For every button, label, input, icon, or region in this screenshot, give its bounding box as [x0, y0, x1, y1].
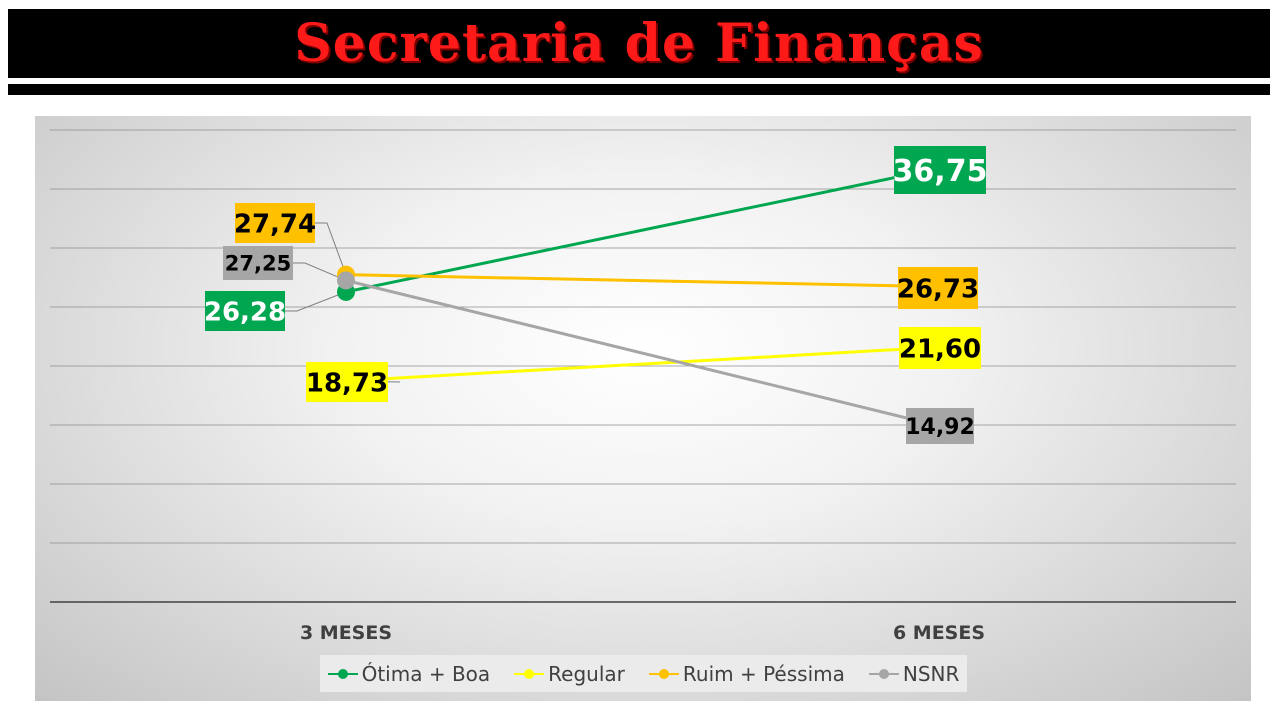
- legend-item: Regular: [514, 662, 625, 686]
- data-label-box: [223, 246, 293, 280]
- data-label: 26,73: [897, 274, 979, 304]
- chart-legend: Ótima + Boa Regular Ruim + Péssima NSNR: [320, 655, 967, 692]
- data-label-box: [899, 327, 981, 369]
- legend-marker-icon: [327, 668, 358, 680]
- series-line: [345, 166, 940, 294]
- leader-line: [315, 222, 347, 275]
- data-label: 18,73: [306, 368, 388, 398]
- legend-marker-icon: [648, 668, 679, 680]
- x-tick-label: 3 MESES: [300, 622, 392, 644]
- leader-line: [293, 262, 347, 281]
- data-label-box: [894, 146, 986, 194]
- legend-label: Ruim + Péssima: [682, 661, 845, 686]
- data-label: 27,74: [234, 209, 316, 239]
- x-tick-label: 6 MESES: [893, 622, 985, 644]
- legend-item: Ótima + Boa: [327, 661, 491, 686]
- data-label-box: [898, 267, 978, 309]
- legend-marker-icon: [514, 668, 545, 680]
- data-label: 26,28: [204, 297, 286, 327]
- series-line: [345, 273, 940, 289]
- data-labels: 26,28 36,75 18,73 21,60 27,74 26,73 27,25 14,92: [204, 146, 988, 444]
- header-rule: [8, 84, 1270, 95]
- legend-item: NSNR: [868, 661, 960, 686]
- leader-line: [285, 291, 347, 312]
- legend-label: Ótima + Boa: [361, 661, 491, 686]
- legend-label: Regular: [548, 661, 625, 686]
- data-label: 14,92: [905, 415, 975, 440]
- page-title: Secretaria de Finanças: [294, 13, 984, 74]
- data-label: 27,25: [225, 252, 291, 276]
- series-lines: [345, 166, 940, 428]
- data-label-box: [906, 408, 974, 444]
- legend-marker-icon: [868, 668, 899, 680]
- label-leader-lines: [285, 222, 401, 383]
- legend-item: Ruim + Péssima: [648, 661, 845, 686]
- x-axis: 3 MESES 6 MESES: [50, 601, 1236, 644]
- gridlines: [50, 129, 1236, 544]
- series-line: [345, 278, 940, 428]
- data-label: 21,60: [899, 334, 981, 364]
- series-line: [345, 345, 940, 383]
- data-label-box: [235, 203, 315, 243]
- data-label: 36,75: [893, 154, 988, 189]
- data-label-box: [205, 291, 285, 331]
- data-point: [337, 271, 355, 290]
- header-bar: Secretaria de Finanças: [8, 9, 1270, 78]
- data-label-box: [306, 362, 388, 402]
- legend-label: NSNR: [902, 661, 960, 686]
